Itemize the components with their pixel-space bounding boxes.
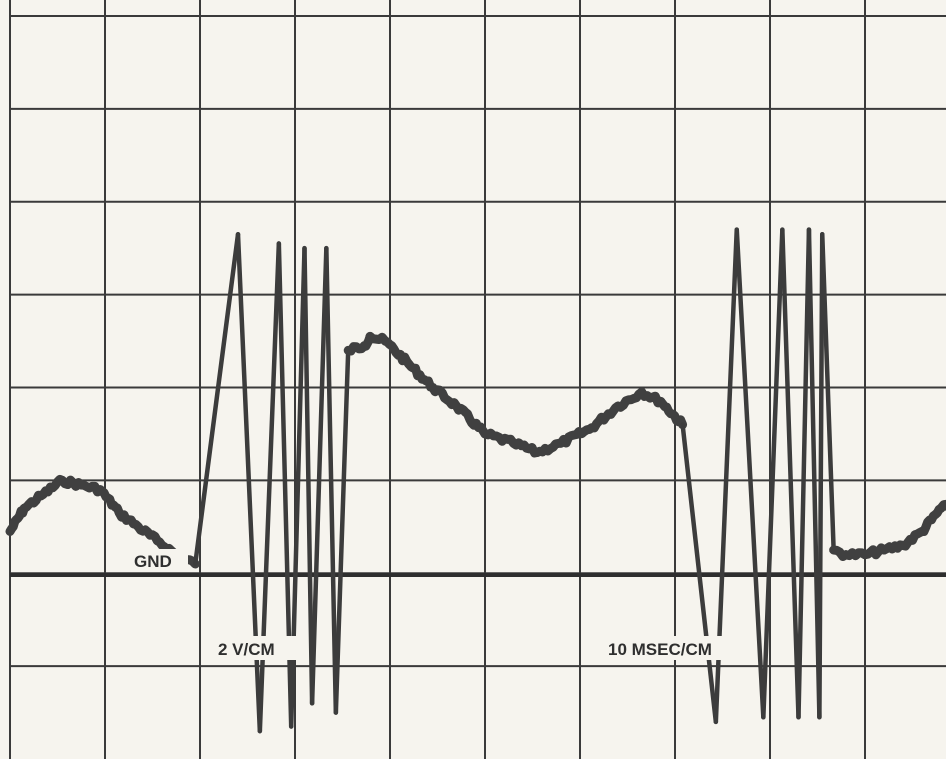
trace-noisy-segment xyxy=(509,438,542,458)
trace-swing-segment xyxy=(817,232,825,720)
trace-noisy-segment xyxy=(95,485,124,518)
vertical-scale-label-backdrop xyxy=(214,636,302,660)
trace-swing-segment xyxy=(761,227,785,720)
time-base-label: 10 MSEC/CM xyxy=(608,640,712,659)
trace-noisy-segment xyxy=(917,503,946,536)
trace-swing-segment xyxy=(734,227,766,720)
trace-swing-segment xyxy=(680,422,719,725)
signal-trace xyxy=(5,227,946,734)
trace-noisy-segment xyxy=(556,424,594,448)
trace-noisy-segment xyxy=(380,336,414,369)
trace-noisy-segment xyxy=(452,401,490,439)
trace-noisy-segment xyxy=(656,396,688,430)
gnd-label-backdrop xyxy=(130,549,188,571)
vertical-scale-label: 2 V/CM xyxy=(218,640,275,659)
trace-swing-segment xyxy=(333,348,351,715)
trace-swing-segment xyxy=(820,232,836,553)
trace-swing-segment xyxy=(193,232,241,567)
trace-noisy-segment xyxy=(613,387,647,412)
graticule-grid xyxy=(9,0,946,759)
time-base-label-backdrop xyxy=(604,636,746,660)
trace-swing-segment xyxy=(302,245,315,706)
trace-noisy-segment xyxy=(404,359,438,392)
trace-swing-segment xyxy=(324,245,339,715)
gnd-label: GND xyxy=(134,552,172,571)
trace-noisy-segment xyxy=(133,522,162,546)
trace-swing-segment xyxy=(309,245,329,706)
trace-swing-segment xyxy=(780,227,801,720)
trace-noisy-segment xyxy=(936,499,946,513)
trace-swing-segment xyxy=(796,227,812,720)
trace-noisy-segment xyxy=(480,428,518,448)
trace-noisy-segment xyxy=(585,401,623,434)
